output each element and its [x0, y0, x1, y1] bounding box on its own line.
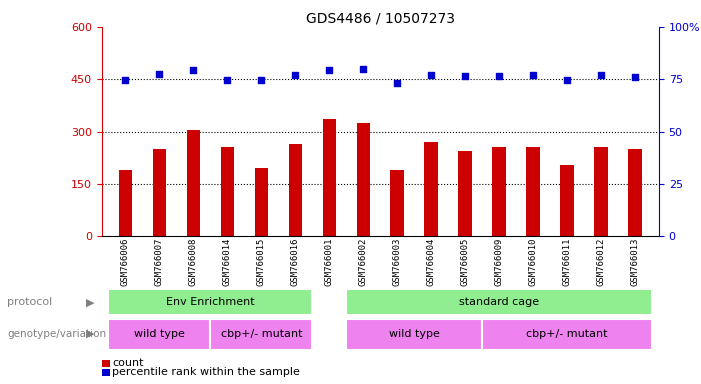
Bar	[492, 147, 506, 236]
Bar	[357, 123, 370, 236]
Text: GSM766011: GSM766011	[563, 237, 572, 286]
Text: GSM766007: GSM766007	[155, 237, 164, 286]
Text: count: count	[112, 358, 144, 368]
Text: percentile rank within the sample: percentile rank within the sample	[112, 367, 300, 377]
Text: genotype/variation: genotype/variation	[7, 329, 106, 339]
Bar	[346, 290, 652, 315]
Point	[426, 72, 437, 78]
Point	[596, 72, 607, 78]
Point	[290, 72, 301, 78]
Text: GSM766009: GSM766009	[495, 237, 504, 286]
Point	[222, 77, 233, 83]
Text: GSM766015: GSM766015	[257, 237, 266, 286]
Text: GSM766001: GSM766001	[325, 237, 334, 286]
Text: GSM766002: GSM766002	[359, 237, 368, 286]
Bar	[254, 168, 268, 236]
Text: protocol: protocol	[7, 297, 53, 308]
Point	[562, 77, 573, 83]
Point	[154, 71, 165, 77]
Bar	[186, 130, 200, 236]
Text: GSM766013: GSM766013	[631, 237, 639, 286]
Point	[256, 77, 267, 83]
Text: wild type: wild type	[389, 329, 440, 339]
Point	[120, 77, 131, 83]
Point	[494, 73, 505, 79]
Bar	[390, 170, 404, 236]
Bar	[289, 144, 302, 236]
Text: GSM766004: GSM766004	[427, 237, 436, 286]
Text: GSM766005: GSM766005	[461, 237, 470, 286]
Text: GSM766012: GSM766012	[597, 237, 606, 286]
Bar	[458, 151, 472, 236]
Text: Env Enrichment: Env Enrichment	[166, 297, 254, 308]
Text: standard cage: standard cage	[459, 297, 539, 308]
Bar	[118, 170, 132, 236]
Bar	[594, 147, 608, 236]
Text: GSM766014: GSM766014	[223, 237, 232, 286]
Bar	[482, 319, 652, 349]
Point	[188, 68, 199, 74]
Bar	[109, 290, 313, 315]
Bar	[153, 149, 166, 236]
Text: GSM766003: GSM766003	[393, 237, 402, 286]
Text: GSM766006: GSM766006	[121, 237, 130, 286]
Text: cbp+/- mutant: cbp+/- mutant	[526, 329, 608, 339]
Bar	[628, 149, 642, 236]
Bar	[346, 319, 482, 349]
Text: cbp+/- mutant: cbp+/- mutant	[221, 329, 302, 339]
Bar	[221, 147, 234, 236]
Text: GSM766010: GSM766010	[529, 237, 538, 286]
Point	[358, 66, 369, 73]
Bar	[210, 319, 313, 349]
Bar	[526, 147, 540, 236]
Text: ▶: ▶	[86, 297, 95, 308]
Point	[629, 74, 641, 81]
Text: wild type: wild type	[134, 329, 185, 339]
Bar	[109, 319, 210, 349]
Bar	[560, 165, 574, 236]
Point	[528, 72, 539, 78]
Text: ▶: ▶	[86, 329, 95, 339]
Point	[324, 68, 335, 74]
Title: GDS4486 / 10507273: GDS4486 / 10507273	[306, 12, 455, 26]
Point	[392, 79, 403, 86]
Text: GSM766016: GSM766016	[291, 237, 300, 286]
Point	[460, 73, 471, 79]
Text: GSM766008: GSM766008	[189, 237, 198, 286]
Bar	[425, 142, 438, 236]
Bar	[322, 119, 336, 236]
